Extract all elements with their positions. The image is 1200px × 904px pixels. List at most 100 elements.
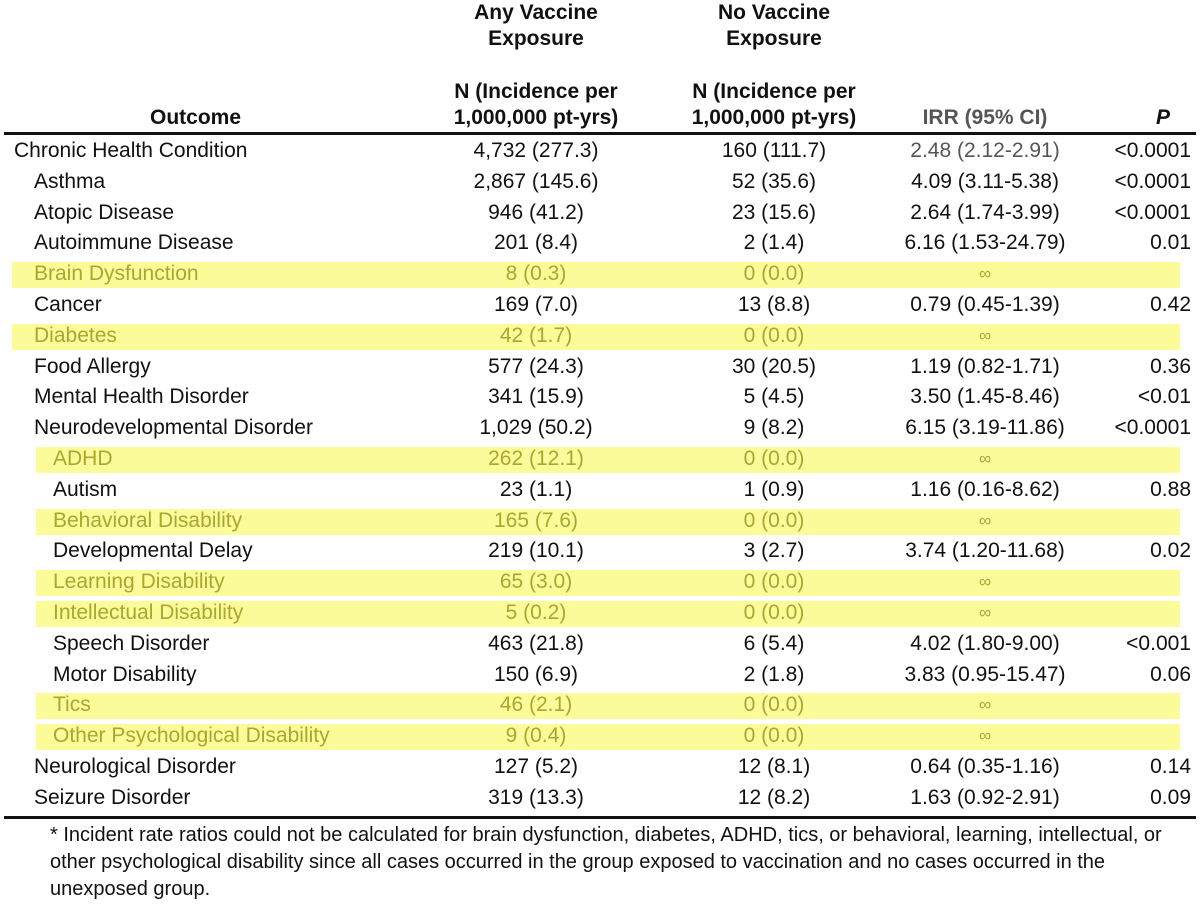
header-no-vaccine: No Vaccine Exposure (668, 0, 880, 52)
no-vaccine-cell: 13 (8.8) (737, 293, 811, 316)
irr-cell: ∞ (978, 449, 992, 468)
p-value-cell: 0.02 (1150, 539, 1191, 563)
no-vaccine-cell: 3 (2.7) (743, 539, 805, 563)
outcome-cell: Motor Disability (53, 662, 197, 686)
p-value-cell: <0.0001 (1114, 200, 1192, 224)
outcome-cell: Food Allergy (34, 354, 151, 378)
header-n-any-line1: N (Incidence per (454, 80, 618, 103)
outcome-cell: Autism (53, 477, 118, 501)
any-vaccine-cell: 150 (6.9) (493, 662, 579, 686)
no-vaccine-cell: 52 (35.6) (731, 169, 817, 193)
footnote: * Incident rate ratios could not be calc… (50, 824, 1162, 900)
irr-cell: 1.63 (0.92-2.91) (910, 785, 1060, 809)
table-row: Speech Disorder 463 (21.8) 6 (5.4) 4.02 (1.… (0, 629, 1200, 660)
irr-cell: 2.64 (1.74-3.99) (910, 200, 1060, 224)
footer-rule (4, 816, 1196, 819)
p-value-cell: <0.0001 (1114, 416, 1192, 440)
outcome-cell: Chronic Health Condition (14, 139, 248, 162)
irr-cell: ∞ (978, 726, 992, 746)
table-row: Other Psychological Disability 9 (0.4) 0 (… (0, 721, 1200, 752)
table-row: Behavioral Disability 165 (7.6) 0 (0.0) ∞ (0, 506, 1200, 537)
outcome-cell: Diabetes (34, 323, 117, 347)
table-row: Food Allergy 577 (24.3) 30 (20.5) 1.19 (0.8… (0, 352, 1200, 383)
outcome-cell: Developmental Delay (53, 539, 253, 563)
highlight-band (36, 508, 1180, 535)
p-value-cell: 0.42 (1150, 293, 1191, 316)
header-irr: IRR (95% CI) (922, 106, 1048, 129)
no-vaccine-cell: 0 (0.0) (743, 570, 805, 594)
no-vaccine-cell: 0 (0.0) (743, 724, 805, 748)
irr-cell: ∞ (978, 264, 992, 284)
table-row: Cancer 169 (7.0) 13 (8.8) 0.79 (0.45-1.39) 0… (0, 290, 1200, 321)
table-row: Developmental Delay 219 (10.1) 3 (2.7) 3.74… (0, 536, 1200, 567)
table-row: Neurological Disorder 127 (5.2) 12 (8.1) 0.… (0, 752, 1200, 783)
table-row: Neurodevelopmental Disorder 1,029 (50.2) 9… (0, 413, 1200, 444)
irr-cell: 3.50 (1.45-8.46) (910, 385, 1060, 409)
outcome-cell: Mental Health Disorder (34, 385, 249, 409)
any-vaccine-cell: 23 (1.1) (499, 477, 573, 501)
outcome-cell: Atopic Disease (34, 200, 175, 224)
any-vaccine-cell: 577 (24.3) (488, 354, 584, 378)
no-vaccine-cell: 160 (111.7) (721, 139, 827, 162)
any-vaccine-cell: 169 (7.0) (493, 293, 579, 316)
outcome-cell: Seizure Disorder (34, 785, 191, 809)
outcome-cell: Other Psychological Disability (53, 724, 330, 748)
p-value-cell: 0.36 (1150, 354, 1191, 378)
table-row: Mental Health Disorder 341 (15.9) 5 (4.5) 3… (0, 382, 1200, 413)
any-vaccine-cell: 5 (0.2) (505, 601, 567, 624)
highlight-band (36, 570, 1180, 597)
no-vaccine-cell: 30 (20.5) (731, 354, 817, 378)
header-n-none-line1: N (Incidence per (692, 80, 856, 103)
no-vaccine-cell: 1 (0.9) (743, 477, 805, 501)
no-vaccine-cell: 0 (0.0) (743, 601, 805, 624)
no-vaccine-cell: 5 (4.5) (743, 385, 805, 409)
highlight-band (36, 724, 1180, 751)
irr-cell: 3.83 (0.95-15.47) (904, 662, 1066, 686)
p-value-cell: <0.0001 (1114, 169, 1192, 193)
outcome-cell: Tics (53, 693, 91, 717)
header-no-vaccine-line2: Exposure (726, 27, 822, 50)
any-vaccine-cell: 4,732 (277.3) (473, 139, 599, 162)
table-row: Chronic Health Condition 4,732 (277.3) 160… (0, 136, 1200, 167)
no-vaccine-cell: 0 (0.0) (743, 262, 805, 286)
outcome-cell: Learning Disability (53, 570, 225, 594)
header-rule (4, 132, 1196, 135)
outcome-cell: Asthma (34, 169, 106, 193)
irr-cell: 4.09 (3.11-5.38) (911, 169, 1059, 193)
p-value-cell: 0.09 (1150, 785, 1191, 809)
irr-cell: 6.15 (3.19-11.86) (905, 416, 1065, 440)
header-no-vaccine-line1: No Vaccine (717, 1, 831, 24)
table-row: Autoimmune Disease 201 (8.4) 2 (1.4) 6.16 (… (0, 228, 1200, 259)
header-any-vaccine-line1: Any Vaccine (474, 1, 598, 24)
outcome-cell: Intellectual Disability (53, 601, 244, 624)
table-row: Asthma 2,867 (145.6) 52 (35.6) 4.09 (3.11-5… (0, 167, 1200, 198)
p-value-cell: <0.01 (1137, 385, 1191, 409)
irr-cell: 2.48 (2.12-2.91) (910, 139, 1060, 162)
table-row: Atopic Disease 946 (41.2) 23 (15.6) 2.64 (1… (0, 198, 1200, 229)
no-vaccine-cell: 2 (1.8) (743, 662, 805, 686)
header-n-any-line2: 1,000,000 pt-yrs) (453, 106, 619, 129)
highlight-band (12, 323, 1180, 350)
outcome-cell: Brain Dysfunction (34, 262, 199, 286)
table-row: Diabetes 42 (1.7) 0 (0.0) ∞ (0, 321, 1200, 352)
outcome-cell: Autoimmune Disease (34, 231, 234, 255)
outcome-cell: Neurological Disorder (34, 755, 236, 778)
no-vaccine-cell: 0 (0.0) (743, 508, 805, 532)
outcome-cell: Cancer (34, 293, 102, 316)
no-vaccine-cell: 23 (15.6) (731, 200, 817, 224)
any-vaccine-cell: 262 (12.1) (488, 447, 584, 470)
no-vaccine-cell: 0 (0.0) (743, 447, 805, 470)
any-vaccine-cell: 42 (1.7) (499, 323, 573, 347)
no-vaccine-cell: 9 (8.2) (743, 416, 805, 440)
no-vaccine-cell: 0 (0.0) (743, 323, 805, 347)
irr-cell: ∞ (978, 325, 992, 345)
irr-cell: ∞ (978, 603, 992, 622)
header-n-none-line2: 1,000,000 pt-yrs) (691, 106, 857, 129)
outcome-cell: Behavioral Disability (53, 508, 243, 532)
any-vaccine-cell: 201 (8.4) (493, 231, 579, 255)
any-vaccine-cell: 319 (13.3) (488, 785, 584, 809)
any-vaccine-cell: 65 (3.0) (499, 570, 573, 594)
table-row: Autism 23 (1.1) 1 (0.9) 1.16 (0.16-8.62) 0.8… (0, 475, 1200, 506)
any-vaccine-cell: 127 (5.2) (493, 755, 579, 778)
table-row: Intellectual Disability 5 (0.2) 0 (0.0) ∞ (0, 598, 1200, 629)
